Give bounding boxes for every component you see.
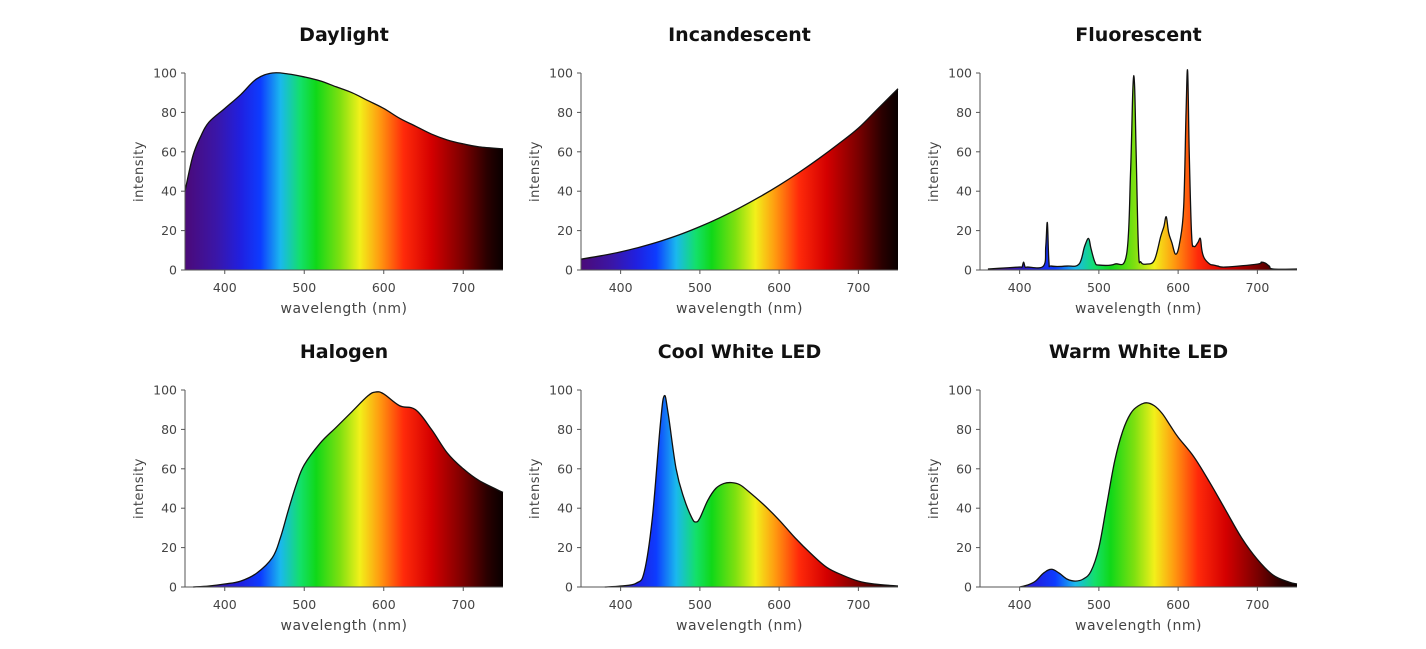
y-tick-label: 20: [956, 540, 972, 555]
x-tick-label: 400: [1008, 280, 1032, 295]
x-tick-label: 600: [767, 280, 791, 295]
y-tick-label: 80: [557, 422, 573, 437]
x-tick-label: 400: [609, 280, 633, 295]
spectrum-area: [604, 395, 898, 587]
y-tick-label: 40: [956, 184, 972, 199]
x-tick-label: 400: [609, 597, 633, 612]
series-line: [184, 72, 504, 192]
x-tick-label: 600: [1166, 597, 1190, 612]
y-tick-label: 0: [169, 263, 177, 278]
y-axis-label: intensity: [132, 141, 147, 202]
spectrum-area: [581, 88, 898, 270]
y-tick-label: 80: [161, 422, 177, 437]
x-axis-label: wavelength (nm): [676, 618, 803, 634]
x-tick-label: 700: [846, 597, 870, 612]
y-tick-label: 100: [948, 66, 972, 81]
chart-panel-incandescent: Incandescent 0 20 40 60 80 100 400 500 600 700 wave…: [528, 24, 899, 317]
y-tick-label: 60: [557, 461, 573, 476]
y-tick-label: 0: [964, 580, 972, 595]
x-tick-label: 400: [1008, 597, 1032, 612]
y-tick-label: 20: [161, 223, 177, 238]
x-tick-label: 500: [1087, 597, 1111, 612]
x-axis-label: wavelength (nm): [676, 301, 803, 317]
y-tick-label: 0: [565, 263, 573, 278]
y-axis-label: intensity: [927, 141, 942, 202]
y-tick-label: 100: [549, 383, 573, 398]
chart-title: Incandescent: [668, 24, 811, 46]
y-tick-label: 60: [161, 461, 177, 476]
y-axis-label: intensity: [132, 458, 147, 519]
y-tick-label: 40: [557, 184, 573, 199]
x-tick-label: 700: [451, 597, 475, 612]
x-tick-label: 700: [1245, 280, 1269, 295]
series-line: [1019, 402, 1298, 588]
y-tick-label: 100: [153, 383, 177, 398]
series-line: [580, 88, 899, 260]
y-tick-label: 40: [956, 501, 972, 516]
series-line: [604, 394, 899, 588]
spectrum-area: [987, 69, 1297, 270]
y-tick-label: 20: [956, 223, 972, 238]
y-tick-label: 100: [549, 66, 573, 81]
x-tick-label: 500: [688, 280, 712, 295]
series-line: [192, 391, 504, 588]
x-axis-label: wavelength (nm): [1075, 301, 1202, 317]
x-tick-label: 700: [1245, 597, 1269, 612]
series-line: [987, 69, 1298, 270]
y-tick-label: 80: [161, 105, 177, 120]
chart-title: Daylight: [299, 24, 389, 46]
chart-panel-fluorescent: Fluorescent 0 20 40 60 80 100 400 500 600 700 wavel…: [927, 24, 1298, 317]
x-tick-label: 500: [688, 597, 712, 612]
y-tick-label: 80: [956, 422, 972, 437]
y-tick-label: 60: [161, 144, 177, 159]
x-tick-label: 600: [372, 597, 396, 612]
spectrum-area: [192, 391, 503, 587]
y-tick-label: 40: [161, 501, 177, 516]
x-axis-label: wavelength (nm): [281, 301, 408, 317]
chart-title: Halogen: [300, 341, 388, 363]
y-tick-label: 60: [557, 144, 573, 159]
x-axis-label: wavelength (nm): [1075, 618, 1202, 634]
y-axis-label: intensity: [528, 458, 543, 519]
y-tick-label: 20: [557, 540, 573, 555]
y-tick-label: 0: [565, 580, 573, 595]
x-tick-label: 600: [767, 597, 791, 612]
spectrum-area: [1019, 402, 1297, 587]
x-tick-label: 600: [1166, 280, 1190, 295]
chart-panel-warm-white-led: Warm White LED 0 20 40 60 80 100 400 500 600 700 wa…: [927, 341, 1298, 634]
y-tick-label: 60: [956, 144, 972, 159]
y-tick-label: 40: [161, 184, 177, 199]
y-tick-label: 20: [161, 540, 177, 555]
x-tick-label: 400: [213, 280, 237, 295]
y-tick-label: 100: [153, 66, 177, 81]
y-tick-label: 0: [964, 263, 972, 278]
y-tick-label: 40: [557, 501, 573, 516]
y-tick-label: 80: [557, 105, 573, 120]
x-tick-label: 700: [451, 280, 475, 295]
y-tick-label: 20: [557, 223, 573, 238]
x-tick-label: 500: [292, 280, 316, 295]
chart-title: Warm White LED: [1049, 341, 1228, 363]
x-tick-label: 700: [846, 280, 870, 295]
x-tick-label: 400: [213, 597, 237, 612]
y-tick-label: 0: [169, 580, 177, 595]
spectrum-area: [185, 72, 503, 270]
y-tick-label: 80: [956, 105, 972, 120]
x-tick-label: 600: [372, 280, 396, 295]
x-axis-label: wavelength (nm): [281, 618, 408, 634]
chart-panel-halogen: Halogen 0 20 40 60 80 100 400 500 600 700 wavelengt…: [132, 341, 504, 634]
x-tick-label: 500: [292, 597, 316, 612]
chart-title: Fluorescent: [1075, 24, 1201, 46]
x-tick-label: 500: [1087, 280, 1111, 295]
chart-panel-daylight: Daylight 0 20 40 60 80 100 400 500 600 700 waveleng…: [132, 24, 504, 317]
chart-panel-cool-white-led: Cool White LED 0 20 40 60 80 100 400 500 600 700 wa…: [528, 341, 899, 634]
chart-title: Cool White LED: [658, 341, 822, 363]
y-axis-label: intensity: [927, 458, 942, 519]
y-axis-label: intensity: [528, 141, 543, 202]
y-tick-label: 100: [948, 383, 972, 398]
y-tick-label: 60: [956, 461, 972, 476]
